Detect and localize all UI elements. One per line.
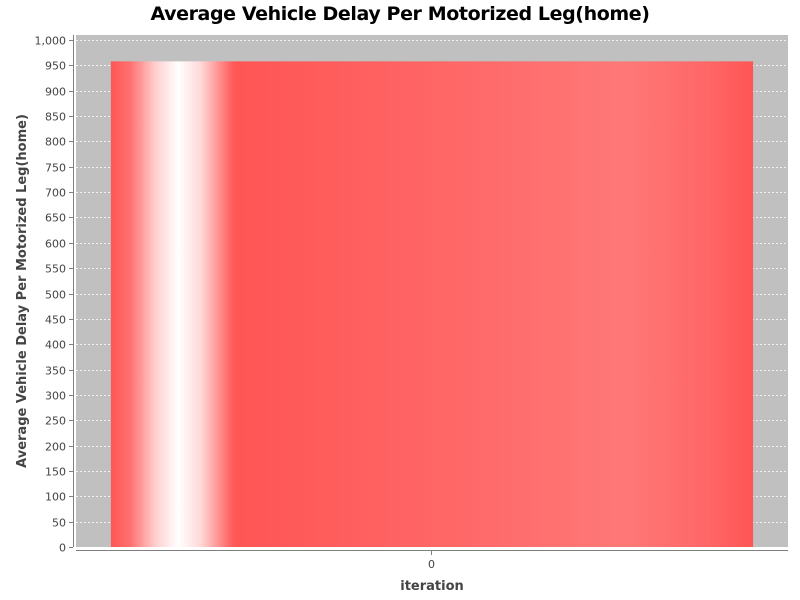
y-tick-label-19: 950	[45, 60, 66, 73]
y-tick-label-13: 650	[45, 212, 66, 225]
y-tick-label-15: 750	[45, 162, 66, 175]
y-tick-label-4: 200	[45, 441, 66, 454]
y-tick-label-7: 350	[45, 365, 66, 378]
y-tick-label-0: 0	[59, 542, 66, 555]
y-tick-label-18: 900	[45, 86, 66, 99]
y-tick-label-6: 300	[45, 390, 66, 403]
x-axis-ticks: 0	[428, 551, 435, 571]
y-tick-label-1: 50	[52, 517, 66, 530]
x-tick-label-0: 0	[428, 558, 435, 571]
y-tick-label-12: 600	[45, 238, 66, 251]
y-tick-label-9: 450	[45, 314, 66, 327]
y-tick-label-14: 700	[45, 187, 66, 200]
y-tick-label-2: 100	[45, 491, 66, 504]
y-tick-label-17: 850	[45, 111, 66, 124]
y-tick-label-8: 400	[45, 339, 66, 352]
y-tick-label-20: 1,000	[35, 35, 67, 48]
chart-title: Average Vehicle Delay Per Motorized Leg(…	[150, 3, 650, 25]
x-axis-label: iteration	[400, 579, 464, 594]
bar-0	[110, 61, 754, 547]
y-tick-label-5: 250	[45, 415, 66, 428]
bars	[110, 61, 754, 547]
y-axis-ticks: 0 50 100 150 200 250 300 350 400 450 500 550 600 650 7…	[35, 35, 73, 555]
y-tick-label-11: 550	[45, 263, 66, 276]
y-tick-label-10: 500	[45, 289, 66, 302]
y-tick-label-3: 150	[45, 466, 66, 479]
y-tick-label-16: 800	[45, 136, 66, 149]
y-axis-label: Average Vehicle Delay Per Motorized Leg(…	[15, 114, 30, 468]
